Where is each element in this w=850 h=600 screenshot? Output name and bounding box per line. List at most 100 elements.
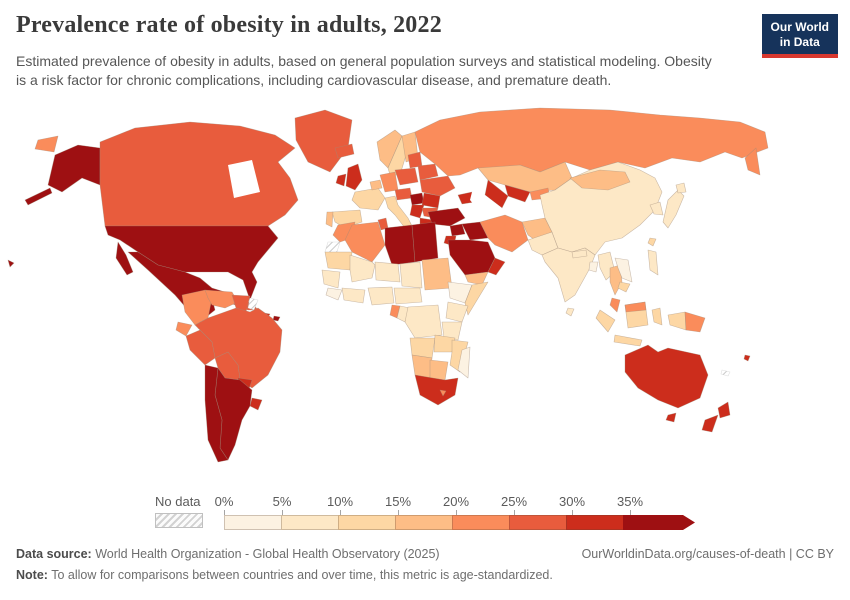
country-united-states-aleutians[interactable] [24,187,53,206]
legend-bin-35%+[interactable] [623,515,695,530]
legend-bin-5-10%[interactable] [281,515,339,530]
country-germany[interactable] [379,171,399,193]
country-australia-tasmania[interactable] [665,412,677,423]
country-taiwan[interactable] [647,237,657,247]
country-chad[interactable] [399,261,423,289]
country-portugal[interactable] [325,211,334,228]
country-ireland[interactable] [335,173,347,187]
country-sierra-leone-liberia[interactable] [325,287,343,301]
world-map-svg [7,107,769,463]
legend-bin-20-25%[interactable] [452,515,510,530]
country-belarus[interactable] [417,163,439,181]
country-namibia[interactable] [411,354,433,379]
country-mozambique-zimbabwe[interactable] [449,339,469,373]
country-poland[interactable] [394,167,419,186]
country-syria[interactable] [449,223,466,237]
country-indonesia-sumatra[interactable] [595,309,616,333]
country-oman-uae[interactable] [487,257,506,276]
country-japan[interactable] [662,189,685,229]
country-egypt[interactable] [411,221,439,263]
country-canada[interactable] [99,121,299,227]
country-cambodia[interactable] [617,281,631,293]
country-russia-kamchatka[interactable] [744,147,761,176]
country-madagascar[interactable] [457,346,471,379]
country-ukraine[interactable] [419,175,456,197]
country-czechia-austria[interactable] [394,187,413,201]
country-malaysia-peninsula[interactable] [609,297,621,313]
country-senegal-guinea[interactable] [321,269,341,289]
country-mongolia[interactable] [569,169,631,191]
country-kenya-uganda[interactable] [445,301,469,323]
country-new-caledonia[interactable] [720,369,731,377]
country-new-zealand-south[interactable] [701,414,719,433]
legend-tick-mark [224,510,225,515]
legend-bin-15-20%[interactable] [395,515,453,530]
country-romania[interactable] [421,192,441,209]
hudson-bay-water [228,160,260,198]
country-somalia[interactable] [464,281,489,316]
country-france[interactable] [351,187,386,211]
attribution-link[interactable]: OurWorldinData.org/causes-of-death | CC … [581,547,834,561]
country-united-states-alaska[interactable] [47,144,101,193]
country-cote-divoire-ghana[interactable] [341,287,366,304]
country-indonesia-sulawesi[interactable] [651,307,663,326]
country-united-kingdom[interactable] [345,163,363,191]
country-bangladesh[interactable] [588,261,599,273]
country-iran[interactable] [479,214,529,253]
country-iceland[interactable] [334,143,355,159]
data-source-line: Data source: World Health Organization -… [16,545,440,563]
country-united-states-hawaii[interactable] [7,259,15,268]
legend-no-data-label: No data [155,494,201,509]
country-mali[interactable] [349,254,376,283]
country-russia[interactable] [414,107,769,177]
legend-tick-mark [340,510,341,515]
country-indonesia-papua[interactable] [667,311,687,331]
country-australia[interactable] [624,344,709,409]
country-malaysia-borneo[interactable] [624,301,647,313]
country-cameroon-car[interactable] [393,287,423,305]
country-north-south-korea[interactable] [649,201,664,216]
legend-bin-30-35%[interactable] [566,515,624,530]
country-philippines[interactable] [647,249,659,276]
country-japan-hokkaido[interactable] [675,182,687,194]
legend-bin-25-30%[interactable] [509,515,567,530]
country-libya[interactable] [384,224,416,266]
country-sudan[interactable] [421,257,453,291]
country-papua-new-guinea[interactable] [684,311,706,333]
country-venezuela[interactable] [204,289,239,309]
country-hungary[interactable] [409,192,425,206]
country-chile[interactable] [204,364,229,463]
country-south-africa[interactable] [414,374,459,406]
country-tanzania[interactable] [441,321,463,341]
country-china[interactable] [539,161,663,256]
country-puerto-rico[interactable] [272,315,281,322]
country-nigeria[interactable] [367,286,395,306]
country-belgium-netherlands[interactable] [369,179,383,191]
country-russia-wrap[interactable] [34,135,59,153]
legend-no-data-swatch[interactable] [155,513,203,528]
country-greenland[interactable] [294,109,353,173]
country-lesotho[interactable] [439,389,447,397]
legend-bin-10-15%[interactable] [338,515,396,530]
country-botswana[interactable] [429,359,449,381]
country-italy[interactable] [384,195,413,229]
country-turkey[interactable] [427,207,466,227]
country-vietnam-laos[interactable] [614,257,633,283]
country-mexico-baja[interactable] [115,241,134,276]
country-sri-lanka[interactable] [565,307,575,317]
country-uzbekistan[interactable] [504,184,531,203]
country-indonesia-java[interactable] [613,334,643,347]
owid-logo[interactable]: Our World in Data [761,14,838,58]
country-fiji[interactable] [743,354,751,362]
country-saudi-arabia[interactable] [447,239,496,276]
country-serbia-balkans[interactable] [409,204,425,219]
country-nepal[interactable] [571,249,588,259]
country-dr-congo[interactable] [404,304,443,339]
country-niger[interactable] [374,261,401,283]
country-mauritania[interactable] [324,251,353,271]
country-united-states-mainland[interactable] [104,225,279,301]
country-uruguay[interactable] [249,397,263,411]
country-new-zealand-north[interactable] [717,401,731,419]
legend-bin-0-5%[interactable] [224,515,282,530]
country-ecuador[interactable] [175,321,193,337]
